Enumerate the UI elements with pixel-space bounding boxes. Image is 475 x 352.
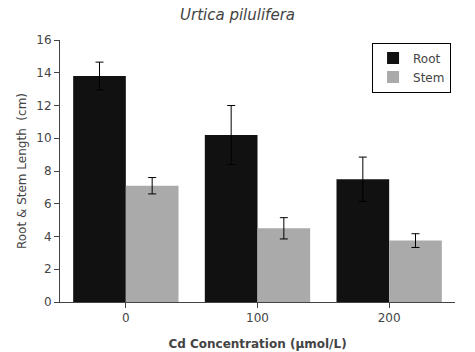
svg-text:8: 8 (44, 164, 52, 178)
svg-text:Cd Concentration (μmol/L): Cd Concentration (μmol/L) (168, 337, 346, 351)
svg-text:Stem: Stem (413, 71, 444, 85)
svg-text:12: 12 (36, 99, 51, 113)
svg-text:0: 0 (44, 295, 52, 309)
svg-text:16: 16 (36, 33, 51, 47)
svg-text:100: 100 (246, 311, 269, 325)
svg-text:200: 200 (378, 311, 401, 325)
svg-text:Root & Stem Length (cm): Root & Stem Length (cm) (15, 93, 29, 249)
svg-text:Root: Root (413, 52, 440, 66)
svg-text:2: 2 (44, 262, 52, 276)
svg-text:0: 0 (122, 311, 130, 325)
svg-text:10: 10 (36, 131, 51, 145)
svg-text:Urtica pilulifera: Urtica pilulifera (180, 6, 295, 24)
svg-text:6: 6 (44, 197, 52, 211)
svg-text:4: 4 (44, 230, 52, 244)
svg-text:14: 14 (36, 66, 51, 80)
